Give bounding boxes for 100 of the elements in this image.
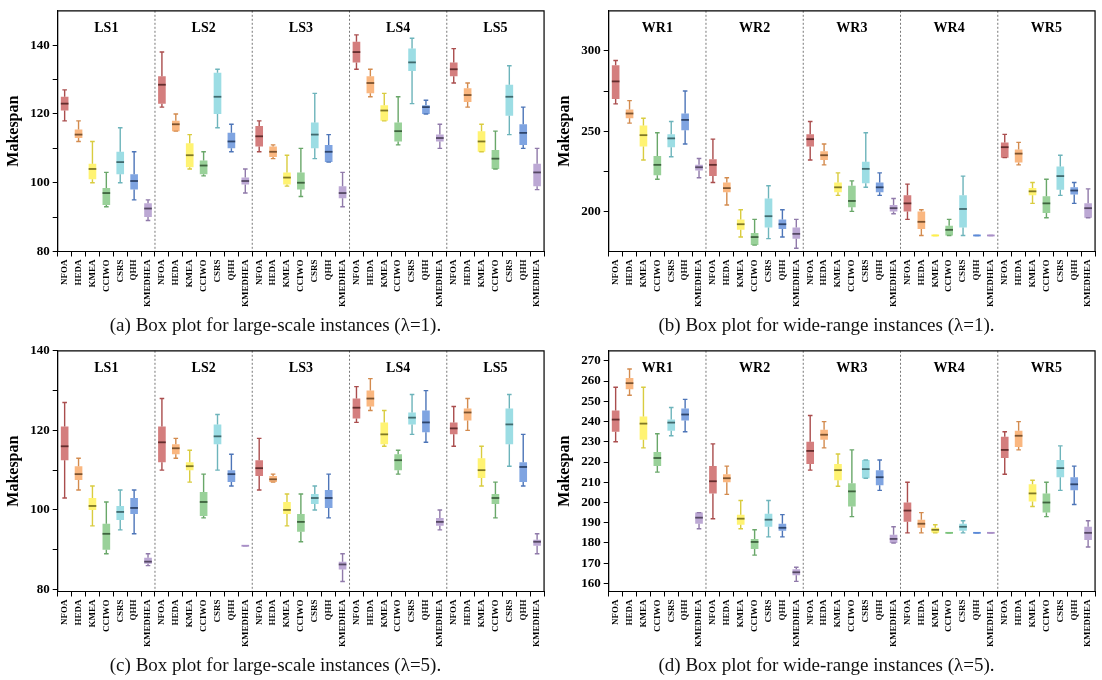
x-tick-label: NFOA — [350, 259, 361, 285]
y-tick-label: 170 — [581, 554, 601, 570]
x-tick-label: KMEDHEA — [985, 599, 996, 648]
x-tick-label: NFOA — [156, 259, 167, 285]
x-tick-label: KMEDHEA — [790, 599, 801, 648]
x-tick-label: CSRS — [114, 259, 125, 283]
x-tick-label: CCIWO — [748, 259, 759, 293]
y-tick-label: 220 — [581, 453, 601, 469]
y-tick-label: 100 — [30, 501, 50, 517]
x-tick-label: CSRS — [860, 599, 871, 623]
y-tick-label: 140 — [30, 36, 50, 52]
x-tick-label: NFOA — [999, 599, 1010, 625]
x-tick-label: KMEDHEA — [693, 259, 704, 308]
y-tick-label: 230 — [581, 433, 601, 449]
x-tick-label: HEDA — [623, 259, 634, 286]
x-tick-label: NFOA — [58, 259, 69, 285]
x-tick-label: NFOA — [253, 259, 264, 285]
x-tick-label: QHH — [323, 259, 333, 281]
x-tick-label: HEDA — [721, 259, 732, 286]
x-tick-label: HEDA — [72, 259, 83, 286]
x-tick-label: CCIWO — [100, 259, 111, 293]
x-tick-label: CSRS — [503, 599, 514, 623]
x-tick-label: HEDA — [1012, 599, 1023, 626]
x-tick-label: HEDA — [915, 259, 926, 286]
x-tick-label: KMEDHEA — [985, 259, 996, 308]
x-tick-label: CSRS — [665, 259, 676, 283]
text: (d) Box plot for wide-range instances (λ=5). — [657, 653, 996, 677]
x-tick-label: HEDA — [170, 599, 181, 626]
annotation: WR2 — [739, 20, 771, 36]
x-tick-label: NFOA — [448, 599, 459, 625]
x-tick-label: QHH — [225, 259, 236, 281]
x-tick-label: QHH — [517, 599, 528, 621]
x-tick-label: CCIWO — [100, 599, 111, 633]
x-tick-label: KMEDHEA — [142, 259, 153, 308]
x-tick-label: QHH — [679, 599, 690, 621]
x-tick-label: NFOA — [350, 599, 361, 625]
x-tick-label: CCIWO — [943, 599, 954, 633]
x-tick-label: CSRS — [114, 599, 125, 623]
x-tick-label: KMEDHEA — [1082, 259, 1093, 308]
x-tick-label: KMEA — [475, 259, 486, 288]
x-tick-label: HEDA — [461, 259, 472, 286]
x-tick-label: CCIWO — [651, 259, 662, 293]
x-tick-label: QHH — [225, 599, 236, 621]
x-tick-label: QHH — [971, 259, 982, 281]
x-tick-label: CCIWO — [1040, 599, 1051, 633]
x-tick-label: KMEA — [929, 259, 940, 288]
y-tick-label: 180 — [581, 534, 601, 550]
x-tick-label: CCIWO — [197, 259, 208, 293]
x-tick-label: NFOA — [901, 599, 912, 625]
x-tick-label: HEDA — [364, 599, 375, 626]
x-tick-label: QHH — [420, 599, 431, 621]
x-tick-label: CCIWO — [295, 259, 306, 293]
annotation: LS1 — [94, 20, 119, 36]
x-tick-label: CSRS — [762, 259, 773, 283]
x-tick-label: CSRS — [1054, 259, 1065, 283]
x-tick-label: HEDA — [1012, 259, 1023, 286]
x-tick-label: HEDA — [267, 599, 278, 626]
annotation: WR4 — [933, 360, 965, 376]
x-tick-label: CSRS — [957, 259, 968, 283]
y-tick-label: 270 — [581, 352, 601, 368]
annotation: LS2 — [191, 360, 216, 376]
x-tick-label: KMEA — [378, 599, 389, 628]
x-tick-label: NFOA — [609, 599, 620, 625]
y-axis-title: Makespan — [3, 95, 22, 167]
y-tick-label: 200 — [581, 202, 601, 218]
x-tick-label: CCIWO — [846, 599, 857, 633]
x-tick-label: KMEA — [281, 599, 292, 628]
x-tick-label: CSRS — [503, 259, 514, 283]
x-tick-label: CSRS — [1054, 599, 1065, 623]
x-tick-label: KMEA — [184, 259, 195, 288]
x-tick-label: NFOA — [448, 259, 459, 285]
y-axis-title: Makespan — [554, 435, 573, 507]
x-tick-label: KMEDHEA — [693, 599, 704, 648]
annotation: WR1 — [641, 360, 673, 376]
annotation: LS4 — [386, 360, 411, 376]
x-tick-label: NFOA — [707, 599, 718, 625]
x-tick-label: KMEDHEA — [887, 259, 898, 308]
x-tick-label: CCIWO — [489, 259, 500, 293]
x-tick-label: CCIWO — [1040, 259, 1051, 293]
x-tick-label: NFOA — [609, 259, 620, 285]
annotation: WR2 — [739, 360, 771, 376]
annotation: LS5 — [483, 360, 508, 376]
x-tick-label: CSRS — [211, 599, 222, 623]
x-tick-label: KMEDHEA — [142, 599, 153, 648]
x-tick-label: KMEDHEA — [531, 599, 542, 648]
x-tick-label: KMEA — [735, 599, 746, 628]
x-tick-label: CSRS — [957, 599, 968, 623]
x-tick-label: KMEA — [735, 259, 746, 288]
x-tick-label: QHH — [971, 599, 982, 621]
x-tick-label: CCIWO — [295, 599, 306, 633]
annotation: LS1 — [94, 360, 119, 376]
x-tick-label: KMEA — [929, 599, 940, 628]
x-tick-label: QHH — [776, 259, 787, 281]
x-tick-label: CSRS — [762, 599, 773, 623]
x-tick-label: CCIWO — [392, 599, 403, 633]
x-tick-label: KMEA — [86, 599, 97, 628]
x-tick-label: CSRS — [406, 259, 417, 283]
y-tick-label: 120 — [30, 421, 50, 437]
x-tick-label: KMEDHEA — [1082, 599, 1093, 648]
x-tick-label: KMEDHEA — [336, 259, 347, 308]
